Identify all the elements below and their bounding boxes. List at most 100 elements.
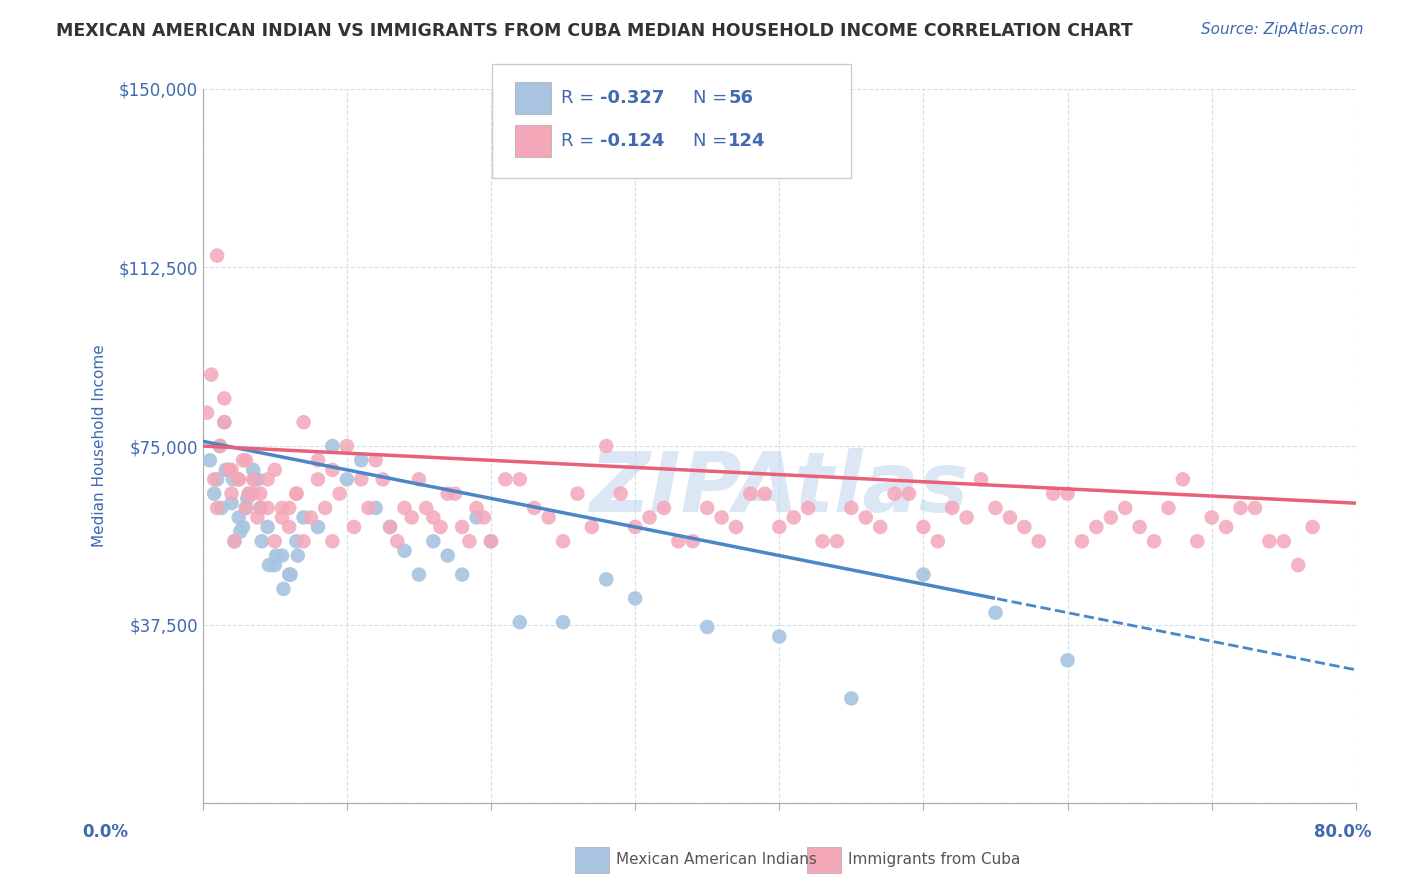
Point [1244,500,1267,515]
Text: 124: 124 [728,132,766,150]
Text: N =: N = [693,132,733,150]
Point [218,463,240,477]
Point [696,620,718,634]
Point [271,549,294,563]
Point [401,510,423,524]
Point [984,500,1007,515]
Point [242,472,264,486]
Point [299,510,322,524]
Point [567,486,589,500]
Text: 80.0%: 80.0% [1315,822,1371,840]
Point [551,615,574,630]
Point [1272,534,1295,549]
Point [509,615,531,630]
Point [200,368,222,382]
Point [1056,486,1078,500]
Point [314,500,336,515]
Point [696,500,718,515]
Point [292,415,315,429]
Point [256,500,278,515]
Point [214,415,236,429]
Point [232,453,254,467]
Point [458,534,481,549]
Point [336,472,359,486]
Point [624,520,647,534]
Text: Source: ZipAtlas.com: Source: ZipAtlas.com [1201,22,1364,37]
Point [243,472,266,486]
Point [285,486,308,500]
Point [1258,534,1281,549]
Point [242,486,264,500]
Point [768,520,790,534]
Point [825,534,848,549]
Point [1071,534,1094,549]
Text: 0.0%: 0.0% [83,822,128,840]
Point [228,472,250,486]
Point [271,500,294,515]
Point [422,510,444,524]
Point [451,567,474,582]
Point [1143,534,1166,549]
Point [285,534,308,549]
Point [256,472,278,486]
Point [1201,510,1223,524]
Point [208,439,231,453]
Point [523,500,546,515]
Point [444,486,467,500]
Point [652,500,675,515]
Point [724,520,747,534]
Point [271,510,294,524]
Point [336,439,359,453]
Point [205,249,228,263]
Point [768,630,790,644]
Point [209,500,232,515]
Point [364,453,387,467]
Point [364,500,387,515]
Point [357,500,380,515]
Point [264,549,287,563]
Point [1056,653,1078,667]
Point [754,486,776,500]
Point [782,510,804,524]
Point [1042,486,1064,500]
Point [371,472,394,486]
Point [238,486,260,500]
Point [235,500,257,515]
Point [408,567,430,582]
Point [811,534,834,549]
Point [221,463,243,477]
Point [321,534,343,549]
Point [249,500,271,515]
Point [710,510,733,524]
Point [869,520,891,534]
Point [278,520,301,534]
Text: -0.124: -0.124 [600,132,665,150]
Point [1286,558,1309,572]
Text: MEXICAN AMERICAN INDIAN VS IMMIGRANTS FROM CUBA MEDIAN HOUSEHOLD INCOME CORRELAT: MEXICAN AMERICAN INDIAN VS IMMIGRANTS FR… [56,22,1133,40]
Point [250,534,273,549]
Point [292,510,315,524]
Point [1028,534,1050,549]
Point [378,520,401,534]
Text: 56: 56 [728,89,754,107]
Point [205,500,228,515]
Point [343,520,366,534]
Point [479,534,502,549]
Point [740,486,762,500]
Point [509,472,531,486]
Point [215,463,238,477]
Point [263,534,285,549]
Text: N =: N = [693,89,733,107]
Point [321,439,343,453]
Point [394,500,416,515]
Point [242,463,264,477]
Point [221,496,243,510]
Point [292,534,315,549]
Point [202,486,225,500]
Point [238,486,260,500]
Point [1302,520,1324,534]
Point [307,472,329,486]
Point [198,453,221,467]
Point [1157,500,1180,515]
Point [465,500,488,515]
